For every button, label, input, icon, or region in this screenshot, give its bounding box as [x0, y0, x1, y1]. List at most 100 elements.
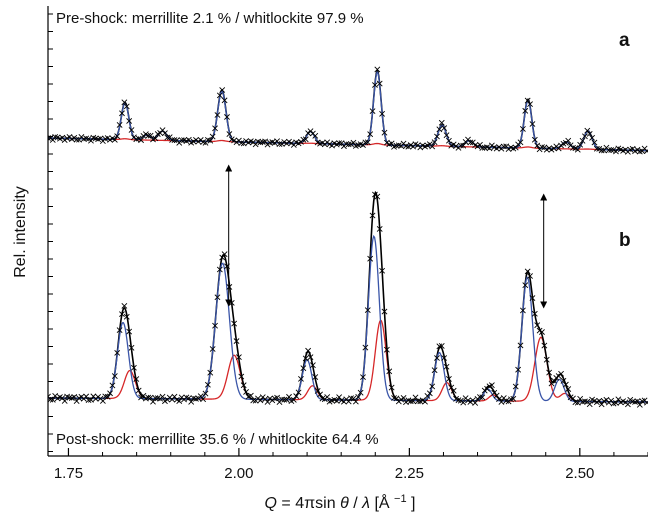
observed-point	[584, 127, 591, 134]
observed-point	[262, 138, 269, 145]
observed-point	[443, 132, 450, 139]
observed-point	[204, 381, 211, 388]
observed-point	[162, 130, 168, 137]
observed-point	[104, 393, 111, 400]
observed-point	[116, 327, 123, 334]
observed-point	[593, 145, 600, 152]
observed-point	[562, 381, 569, 388]
x-tick-label: 2.50	[565, 465, 594, 482]
observed-point	[202, 390, 209, 397]
observed-point	[381, 308, 388, 315]
x-label-lambda: λ	[361, 495, 370, 512]
observed-point	[586, 130, 593, 137]
observed-point	[355, 393, 362, 400]
observed-point	[298, 375, 304, 382]
observed-point	[274, 394, 281, 401]
observed-point	[429, 383, 436, 390]
observed-point	[391, 395, 397, 401]
observed-point	[324, 394, 331, 400]
observed-point	[379, 267, 386, 274]
observed-point	[512, 144, 519, 151]
observed-point	[479, 145, 486, 151]
observed-point	[565, 137, 572, 144]
x-label-unit-open: [Å	[374, 493, 389, 512]
observed-point	[126, 118, 133, 124]
observed-point	[582, 398, 588, 405]
observed-point	[539, 329, 545, 335]
observed-point	[570, 144, 576, 151]
observed-point	[216, 266, 223, 273]
observed-point	[460, 399, 467, 406]
observed-point	[152, 135, 159, 142]
observed-point	[238, 140, 245, 146]
observed-point	[613, 400, 619, 406]
observed-point	[145, 132, 152, 139]
series-layer	[48, 66, 648, 408]
observed-point	[543, 356, 550, 363]
observed-point	[150, 398, 156, 405]
x-label-unit-close: ]	[411, 495, 415, 512]
observed-point	[517, 342, 524, 349]
observed-point	[443, 363, 450, 370]
observed-point	[364, 307, 371, 314]
x-tick-label: 1.75	[54, 465, 83, 482]
panel-a-annotation: Pre-shock: merrillite 2.1 % / whitlockit…	[56, 10, 364, 27]
observed-point	[121, 99, 128, 106]
observed-point	[613, 148, 619, 155]
observed-point	[145, 394, 152, 401]
observed-point	[111, 373, 118, 380]
observed-point	[357, 389, 364, 396]
observed-point	[159, 393, 166, 400]
panel-b-series	[48, 190, 648, 408]
observed-point	[350, 139, 357, 146]
observed-point	[374, 66, 381, 73]
observed-point	[61, 398, 68, 404]
observed-point	[608, 147, 615, 153]
observed-point	[445, 137, 452, 144]
observed-point	[527, 273, 533, 279]
observed-point	[185, 395, 192, 402]
observed-point	[140, 133, 147, 139]
observed-point	[200, 396, 207, 403]
observed-point	[302, 136, 309, 143]
observed-point	[238, 373, 245, 380]
x-label-unit-sup: −1	[394, 493, 407, 505]
panel-a-series	[48, 66, 648, 155]
x-label-theta: θ	[340, 495, 349, 512]
observed-point	[441, 125, 448, 132]
x-label-q: Q	[265, 495, 277, 512]
observed-point	[510, 395, 517, 402]
observed-point	[605, 147, 612, 154]
panel-a-observed-points	[48, 66, 648, 155]
observed-point	[565, 386, 572, 392]
observed-point	[441, 355, 448, 361]
observed-point	[393, 142, 400, 149]
observed-point	[207, 137, 214, 144]
observed-point	[500, 143, 507, 150]
observed-point	[352, 398, 359, 405]
observed-point	[95, 393, 102, 400]
observed-point	[493, 392, 500, 399]
observed-point	[114, 133, 121, 140]
observed-point	[99, 398, 106, 404]
observed-point	[434, 133, 440, 140]
observed-point	[147, 394, 154, 401]
observed-point	[235, 354, 242, 361]
observed-point	[114, 349, 121, 356]
observed-point	[216, 92, 223, 99]
observed-point	[123, 103, 130, 110]
observed-point	[350, 395, 357, 402]
observed-point	[164, 134, 171, 141]
observed-point	[293, 393, 300, 400]
observed-point	[73, 136, 80, 143]
observed-point	[336, 394, 343, 401]
observed-point	[224, 114, 230, 120]
observed-point	[515, 366, 522, 373]
observed-point	[169, 137, 176, 143]
observed-point	[111, 136, 118, 143]
observed-point	[300, 365, 307, 372]
observed-point	[591, 139, 598, 146]
observed-point	[615, 396, 622, 403]
observed-point	[257, 397, 264, 404]
observed-point	[529, 295, 536, 301]
